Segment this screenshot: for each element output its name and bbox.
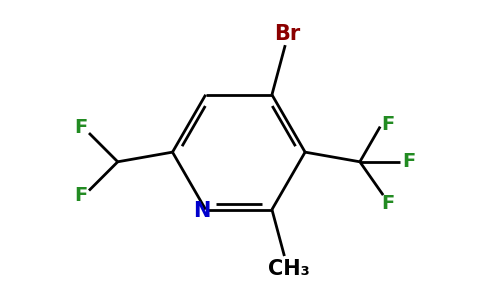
Text: F: F [381,194,394,213]
Text: F: F [74,186,87,206]
Text: F: F [74,118,87,137]
Text: F: F [402,152,416,171]
Text: Br: Br [274,24,301,44]
Text: F: F [381,115,394,134]
Text: CH₃: CH₃ [268,259,310,279]
Text: N: N [193,201,210,220]
